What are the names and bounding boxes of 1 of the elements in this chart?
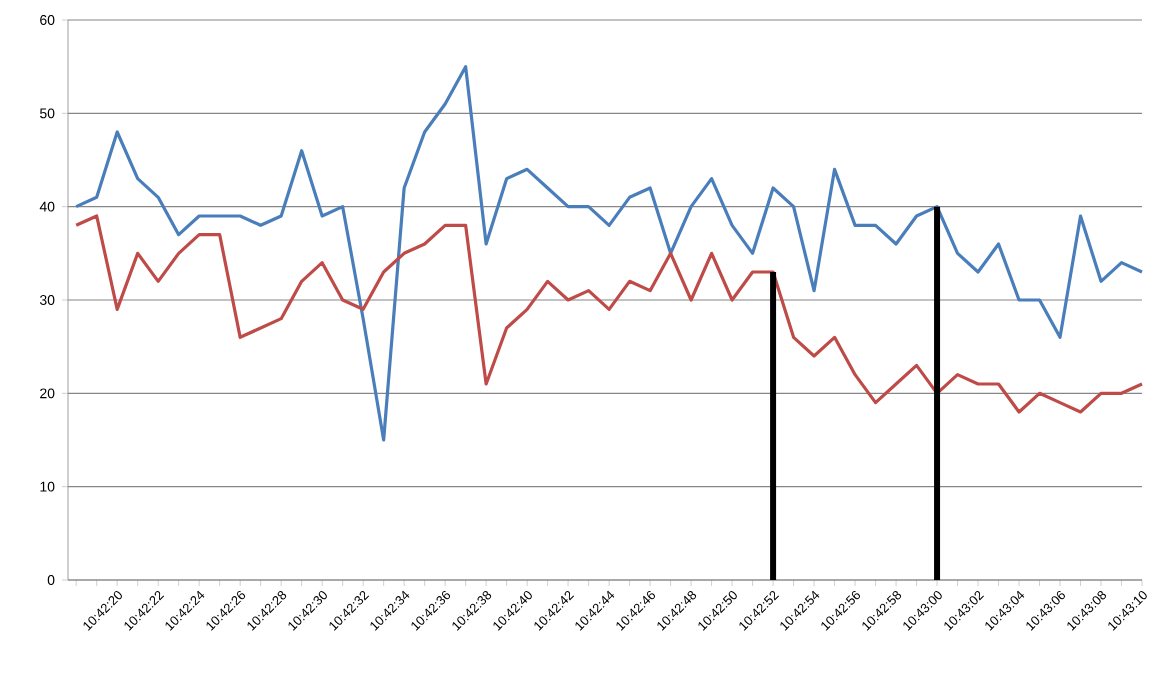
line-series [74, 214, 1144, 414]
